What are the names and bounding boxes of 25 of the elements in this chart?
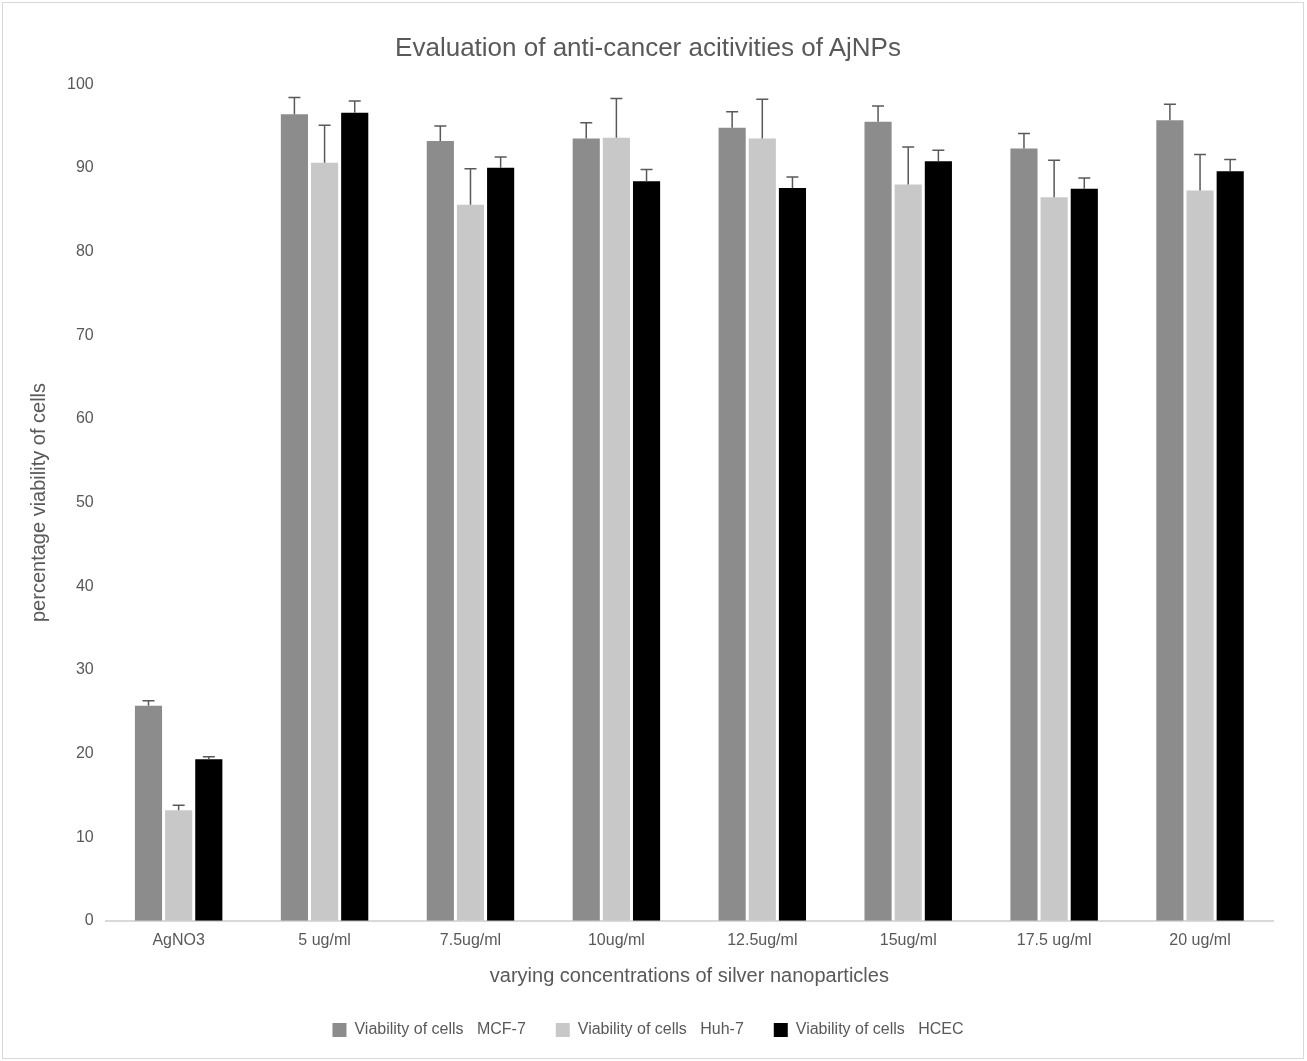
y-tick-label: 80 xyxy=(75,241,94,259)
x-tick-label: 15ug/ml xyxy=(879,930,937,948)
legend-label: Viability of cells HCEC xyxy=(795,1020,964,1038)
legend-label: Viability of cells Huh-7 xyxy=(577,1020,744,1038)
x-axis-title: varying concentrations of silver nanoparticles xyxy=(489,963,889,986)
y-axis-title: percentage viability of cells xyxy=(26,382,49,623)
y-tick-label: 100 xyxy=(66,74,94,92)
x-tick-label: 5 ug/ml xyxy=(298,930,351,948)
x-tick-label: 20 ug/ml xyxy=(1169,930,1231,948)
x-tick-label: 12.5ug/ml xyxy=(727,930,798,948)
y-tick-label: 60 xyxy=(75,409,94,427)
x-tick-label: AgNO3 xyxy=(152,930,205,948)
y-tick-label: 90 xyxy=(75,158,94,176)
y-tick-label: 30 xyxy=(75,660,94,678)
x-tick-label: 10ug/ml xyxy=(587,930,645,948)
chart-title: Evaluation of anti-cancer acitivities of AjNPs xyxy=(395,31,901,62)
y-tick-label: 50 xyxy=(75,492,94,510)
x-tick-label: 7.5ug/ml xyxy=(439,930,502,948)
y-tick-label: 20 xyxy=(75,743,94,761)
y-tick-label: 0 xyxy=(84,911,94,929)
y-tick-label: 70 xyxy=(75,325,94,343)
x-tick-label: 17.5 ug/ml xyxy=(1016,930,1092,948)
legend-label: Viability of cells MCF-7 xyxy=(354,1020,526,1038)
y-tick-label: 10 xyxy=(75,827,94,845)
y-tick-label: 40 xyxy=(75,576,94,594)
